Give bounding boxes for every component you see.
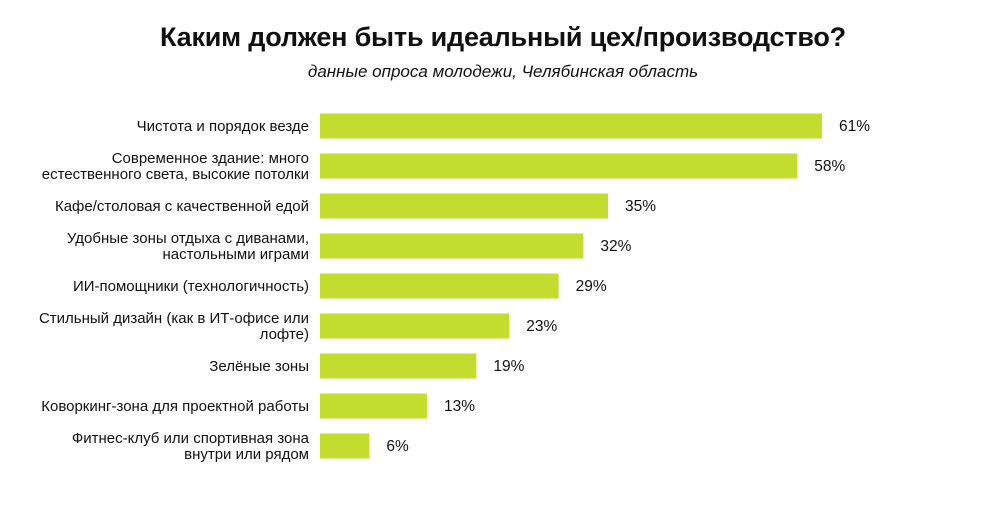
category-label-8-line-0: Фитнес-клуб или спортивная зона xyxy=(72,430,310,447)
value-label-0: 61% xyxy=(839,118,870,135)
category-label-1-line-0: Современное здание: много xyxy=(112,150,309,167)
category-label-2: Кафе/столовая с качественной едой xyxy=(55,198,309,215)
category-label-6: Зелёные зоны xyxy=(209,358,309,375)
bar-7 xyxy=(320,393,427,419)
category-label-5-line-1: лофте) xyxy=(260,326,309,343)
bar-0 xyxy=(320,113,822,139)
category-label-3-line-0: Удобные зоны отдыха с диванами, xyxy=(67,230,309,247)
bar-4 xyxy=(320,273,559,299)
category-label-5-line-0: Стильный дизайн (как в ИТ-офисе или xyxy=(39,310,309,327)
category-label-0: Чистота и порядок везде xyxy=(137,118,309,135)
category-label-1-line-1: естественного света, высокие потолки xyxy=(42,166,309,183)
value-label-4: 29% xyxy=(576,278,607,295)
value-label-2: 35% xyxy=(625,198,656,215)
category-label-7: Коворкинг-зона для проектной работы xyxy=(41,398,309,415)
chart-title: Каким должен быть идеальный цех/производ… xyxy=(160,22,846,52)
bar-5 xyxy=(320,313,510,339)
category-label-4: ИИ-помощники (технологичность) xyxy=(73,278,309,295)
bar-2 xyxy=(320,193,609,219)
chart-subtitle: данные опроса молодежи, Челябинская обла… xyxy=(307,62,699,81)
bar-1 xyxy=(320,153,798,179)
bar-6 xyxy=(320,353,477,379)
value-label-3: 32% xyxy=(600,238,631,255)
bar-3 xyxy=(320,233,584,259)
bar-8 xyxy=(320,433,370,459)
value-label-1: 58% xyxy=(814,158,845,175)
value-label-8: 6% xyxy=(386,438,409,455)
value-label-6: 19% xyxy=(493,358,524,375)
category-label-3-line-1: настольными играми xyxy=(162,246,309,263)
value-label-7: 13% xyxy=(444,398,475,415)
category-label-8-line-1: внутри или рядом xyxy=(184,446,309,463)
value-label-5: 23% xyxy=(526,318,557,335)
